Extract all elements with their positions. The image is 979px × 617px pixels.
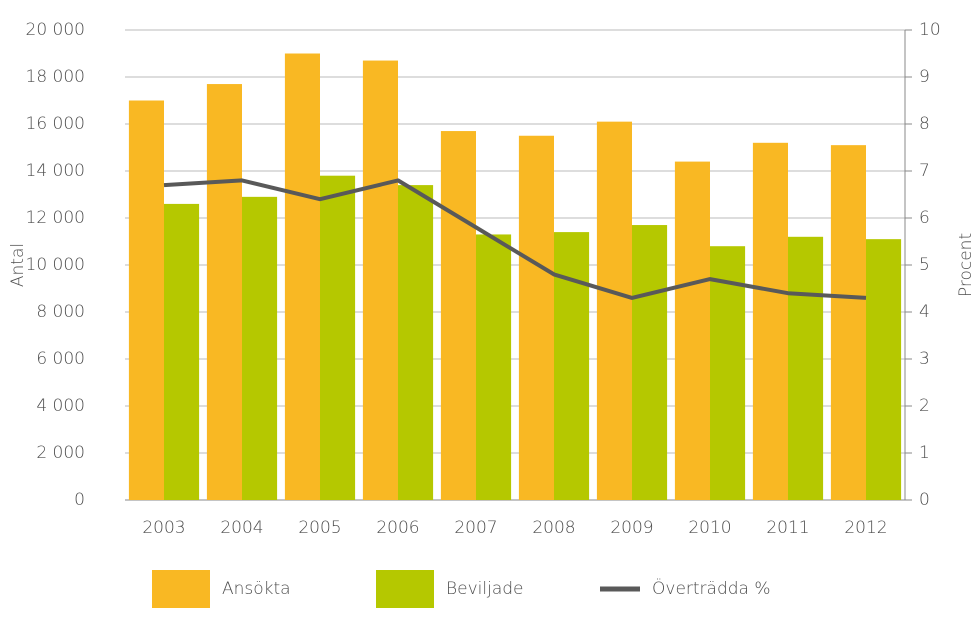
bar [440,131,476,501]
y2-tick-label: 1 [919,443,930,463]
bar [788,236,824,501]
bar [752,142,788,501]
y-tick-label: 16 000 [26,114,85,134]
x-tick-label: 2003 [142,518,185,538]
x-tick-label: 2006 [376,518,419,538]
bar [674,161,710,500]
bar [398,185,434,500]
legend-swatch [152,570,210,608]
y2-tick-label: 6 [919,208,930,228]
y-tick-label: 12 000 [26,208,85,228]
x-tick-label: 2010 [688,518,731,538]
line [163,178,867,300]
x-tick-label: 2008 [532,518,575,538]
y2-axis-label: Procent [956,233,976,297]
bar [866,239,902,500]
bar [128,100,164,500]
bar [518,135,554,500]
y2-tick-label: 0 [919,490,930,510]
bar [476,234,512,500]
x-tick-label: 2009 [610,518,653,538]
bar [284,53,320,500]
y-tick-label: 18 000 [26,67,85,87]
x-tick-label: 2005 [298,518,341,538]
legend-label: Beviljade [446,579,524,599]
y-axis-label: Antal [8,243,28,287]
bar [362,60,398,501]
y-tick-label: 4 000 [36,396,85,416]
y-tick-label: 0 [74,490,85,510]
y2-tick-label: 5 [919,255,930,275]
legend-label: Ansökta [222,579,291,599]
y2-tick-label: 10 [919,20,941,40]
x-tick-label: 2007 [454,518,497,538]
y-tick-label: 10 000 [26,255,85,275]
y2-tick-label: 8 [919,114,930,134]
y-tick-label: 14 000 [26,161,85,181]
legend-swatch [376,570,434,608]
bar [242,196,278,500]
bar [206,84,242,501]
bar [596,121,632,501]
bar [320,175,356,500]
bar [710,246,746,500]
y-tick-label: 8 000 [36,302,85,322]
legend-label: Överträdda % [652,577,771,599]
bar [164,203,200,500]
x-tick-label: 2011 [766,518,809,538]
y-tick-label: 2 000 [36,443,85,463]
y2-tick-label: 7 [919,161,930,181]
bar [554,232,590,500]
y-tick-label: 6 000 [36,349,85,369]
y2-tick-label: 4 [919,302,930,322]
x-tick-label: 2004 [220,518,263,538]
y-tick-label: 20 000 [26,20,85,40]
bar [830,145,866,500]
y2-tick-label: 9 [919,67,930,87]
x-tick-label: 2012 [844,518,887,538]
y2-tick-label: 2 [919,396,930,416]
y2-tick-label: 3 [919,349,930,369]
bar [632,225,668,501]
